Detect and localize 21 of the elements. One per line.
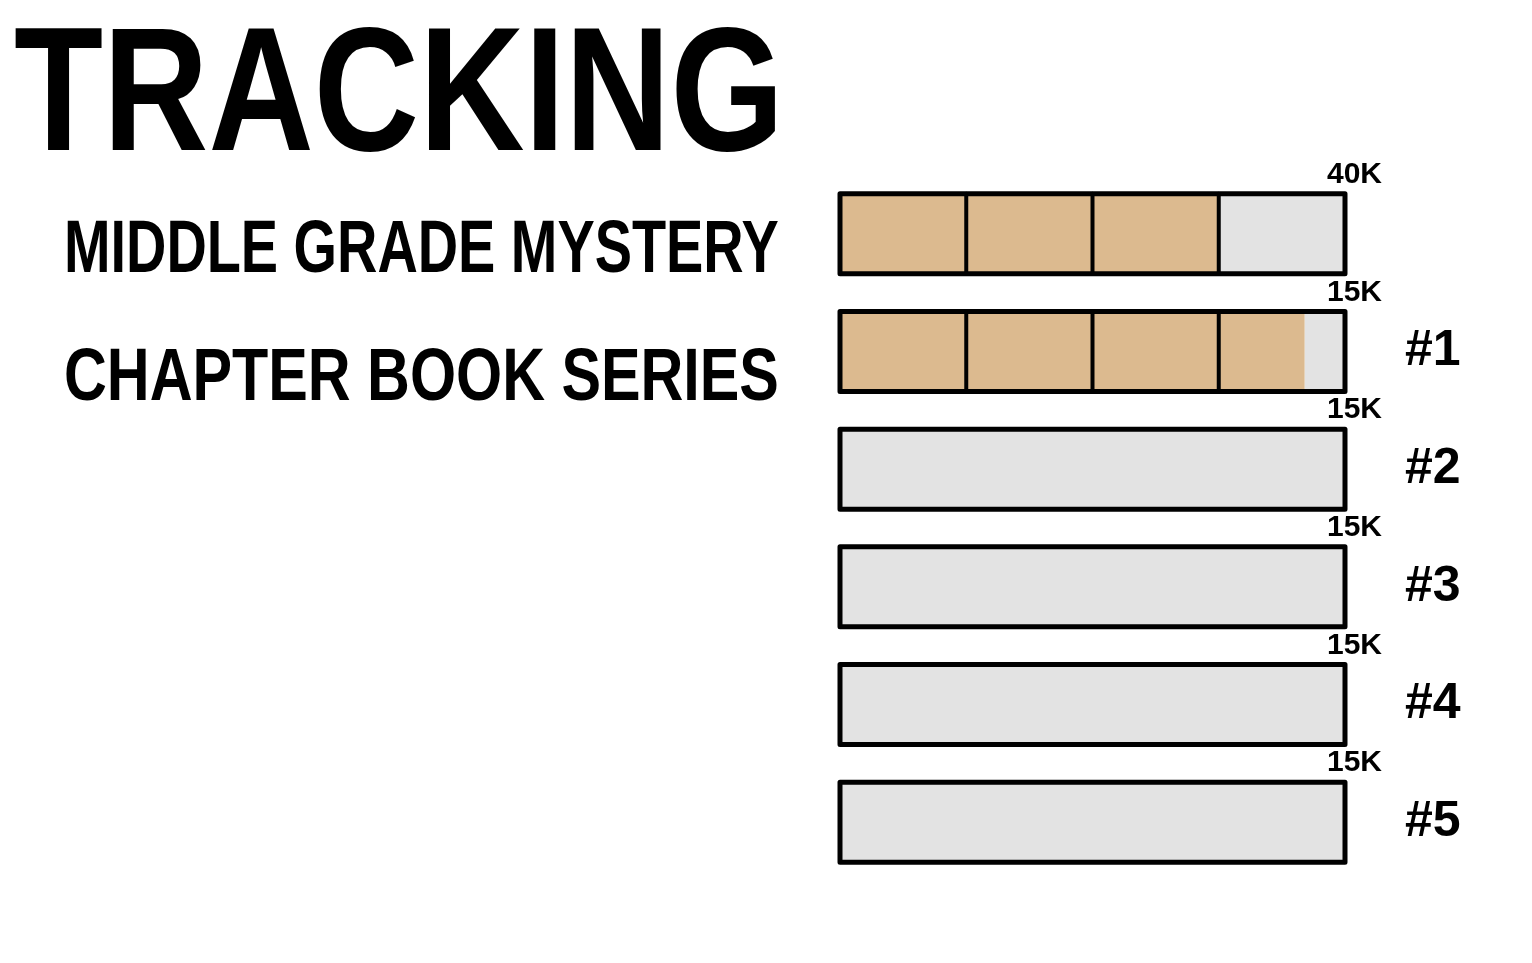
bar: [966, 311, 1093, 392]
annotation: 15K: [1327, 744, 1383, 778]
y-tick-label: #5: [1405, 790, 1461, 847]
y-tick-label: #3: [1405, 555, 1461, 612]
bar: [1092, 311, 1219, 392]
annotation: 15K: [1327, 391, 1383, 425]
bar: [1092, 193, 1219, 274]
bar: [840, 311, 967, 392]
bar: [840, 193, 967, 274]
y-tick-label: #2: [1405, 437, 1461, 494]
bar: [1218, 311, 1305, 392]
annotation: 15K: [1327, 273, 1383, 307]
bar: [966, 193, 1093, 274]
y-tick-label: #4: [1405, 673, 1461, 730]
y-tick-label: #1: [1405, 320, 1461, 377]
annotation: 40K: [1327, 156, 1383, 190]
bar: [1218, 193, 1345, 274]
annotation: 15K: [1327, 509, 1383, 543]
annotation: 15K: [1327, 626, 1383, 660]
text: MIDDLE GRADE MYSTERY CHAPTER BOOK SERIES: [64, 205, 779, 416]
chart-title: TRACKING: [14, 0, 784, 188]
